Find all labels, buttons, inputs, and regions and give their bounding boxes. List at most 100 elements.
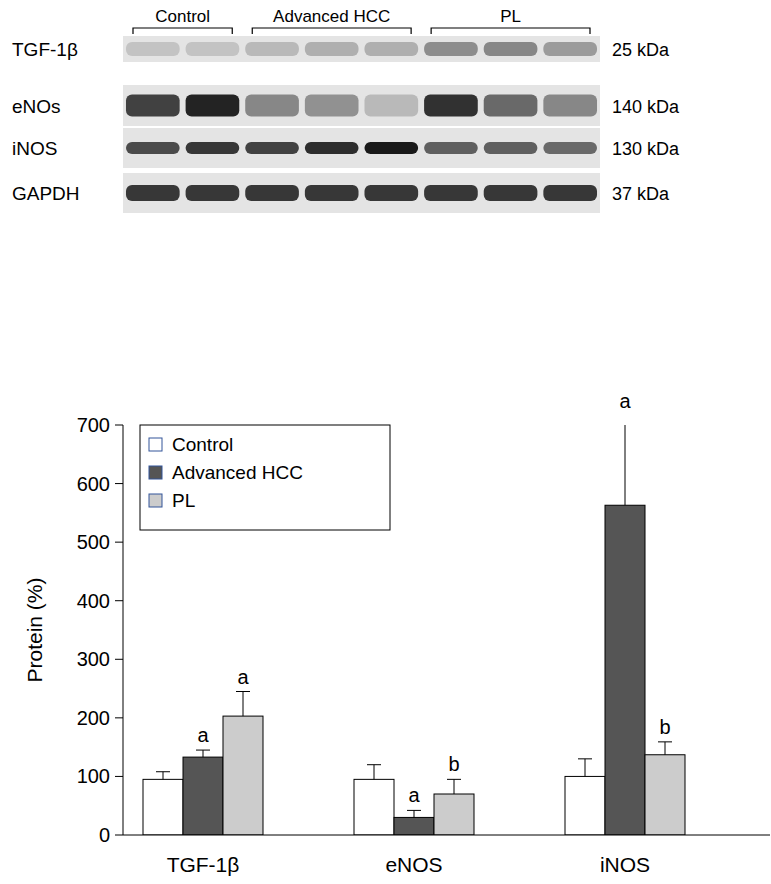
y-axis-label: Protein (%) <box>23 577 46 682</box>
y-tick-label: 500 <box>77 531 110 553</box>
blot-band <box>305 42 359 56</box>
blot-band <box>484 185 538 201</box>
size-label: 37 kDa <box>612 184 670 204</box>
row-label: iNOS <box>12 138 57 159</box>
error-bar <box>447 779 461 794</box>
error-bar <box>236 692 250 717</box>
error-bar <box>618 425 632 505</box>
blot-band <box>484 95 538 117</box>
legend-box <box>140 425 390 530</box>
blot-band <box>364 95 418 117</box>
group-label: PL <box>500 7 521 26</box>
legend-label: PL <box>172 490 195 511</box>
y-tick-label: 700 <box>77 414 110 436</box>
blot-band <box>126 185 180 201</box>
blot-band <box>543 95 597 117</box>
blot-band <box>186 185 240 201</box>
legend: Control Advanced HCC PL <box>140 425 390 530</box>
chart: aaababTGF-1βeNOSiNOS01002003004005006007… <box>23 390 770 876</box>
x-axis <box>123 835 770 836</box>
row-label: GAPDH <box>12 183 80 204</box>
blot-band <box>305 142 359 154</box>
blot-band <box>543 42 597 56</box>
bar <box>143 779 183 835</box>
blot-band <box>126 95 180 117</box>
blot-band <box>364 185 418 201</box>
error-bar <box>196 750 210 757</box>
group-bracket <box>252 28 411 34</box>
legend-swatch <box>149 438 162 451</box>
bar <box>183 757 223 835</box>
blot-band <box>424 185 478 201</box>
x-tick-label: iNOS <box>600 853 650 876</box>
blot-band <box>424 95 478 117</box>
y-tick-label: 300 <box>77 648 110 670</box>
blot-band <box>186 95 240 117</box>
significance-label: a <box>197 724 209 746</box>
blot-band <box>245 95 299 117</box>
y-tick <box>115 600 123 601</box>
error-bar <box>658 742 672 755</box>
size-label: 25 kDa <box>612 40 670 60</box>
blot: ControlAdvanced HCCPLTGF-1β25 kDaeNOs140… <box>12 7 680 213</box>
blot-band <box>126 142 180 154</box>
bar <box>605 505 645 835</box>
x-tick-label: eNOS <box>385 853 442 876</box>
legend-label: Control <box>172 434 233 455</box>
y-tick-label: 600 <box>77 473 110 495</box>
blot-band <box>305 185 359 201</box>
blot-band <box>424 142 478 154</box>
bar <box>565 776 605 835</box>
legend-swatch <box>149 466 162 479</box>
blot-strip <box>123 85 600 126</box>
significance-label: b <box>448 753 459 775</box>
bar <box>394 817 434 835</box>
error-bar <box>407 810 421 817</box>
bar <box>354 779 394 835</box>
row-label: eNOs <box>12 96 61 117</box>
y-tick-label: 400 <box>77 590 110 612</box>
error-bar <box>156 772 170 780</box>
blot-strip <box>123 173 600 213</box>
blot-band <box>245 142 299 154</box>
group-bracket <box>133 28 232 34</box>
blot-band <box>186 142 240 154</box>
blot-band <box>484 142 538 154</box>
y-tick-label: 100 <box>77 765 110 787</box>
bar <box>645 755 685 835</box>
y-tick <box>115 717 123 718</box>
y-tick <box>115 425 123 426</box>
significance-label: a <box>619 390 631 412</box>
significance-label: a <box>408 784 420 806</box>
significance-label: b <box>659 716 670 738</box>
group-label: Control <box>155 7 210 26</box>
significance-label: a <box>237 666 249 688</box>
y-axis <box>123 425 124 835</box>
blot-band <box>364 142 418 154</box>
x-tick-label: TGF-1β <box>167 853 240 876</box>
legend-label: Advanced HCC <box>172 462 303 483</box>
blot-band <box>186 42 240 56</box>
y-tick <box>115 542 123 543</box>
blot-band <box>543 142 597 154</box>
blot-band <box>543 185 597 201</box>
blot-band <box>424 42 478 56</box>
y-tick <box>115 835 123 836</box>
y-tick <box>115 659 123 660</box>
legend-swatch <box>149 494 162 507</box>
size-label: 140 kDa <box>612 97 680 117</box>
blot-strip <box>123 36 600 62</box>
bar <box>223 716 263 835</box>
error-bar <box>578 759 592 777</box>
blot-band <box>245 185 299 201</box>
group-bracket <box>431 28 590 34</box>
y-tick-label: 0 <box>99 824 110 846</box>
error-bar <box>367 765 381 780</box>
canvas: Control Advanced HCC PL TGF-1β 25 kDa eNOs 140… <box>0 0 771 884</box>
bar <box>434 794 474 835</box>
y-tick <box>115 483 123 484</box>
blot-strip <box>123 128 600 168</box>
size-label: 130 kDa <box>612 139 680 159</box>
row-label: TGF-1β <box>12 39 78 60</box>
blot-band <box>305 95 359 117</box>
